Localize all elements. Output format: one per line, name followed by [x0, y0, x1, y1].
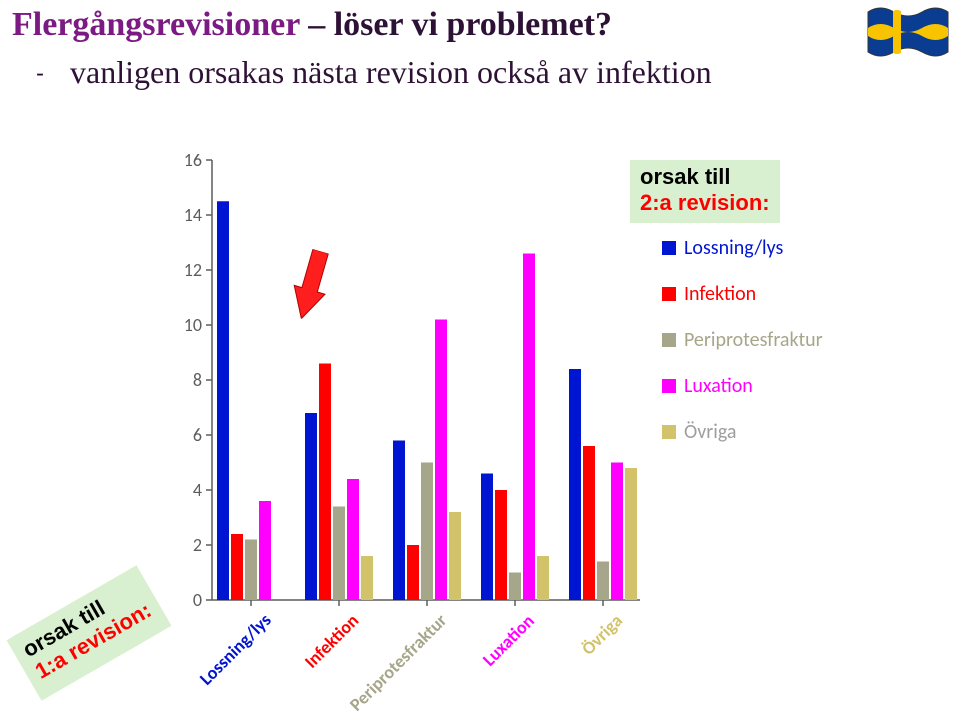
x-axis-category-label: Luxation [478, 610, 539, 671]
legend-swatch [662, 425, 676, 439]
svg-text:4: 4 [193, 479, 202, 501]
legend-label: Periprotesfraktur [684, 328, 823, 352]
svg-text:2: 2 [193, 534, 202, 556]
title-part2: – löser vi problemet? [308, 6, 612, 43]
legend-label: Lossning/lys [684, 236, 783, 260]
svg-text:16: 16 [184, 154, 202, 171]
bar-chart: 0 2 4 6 8 10 12 14 16 [180, 154, 640, 614]
legend-item: Övriga [662, 420, 823, 444]
legend-swatch [662, 241, 676, 255]
axis-note-box: orsak till 1:a revision: [7, 565, 172, 701]
subtitle-text: vanligen orsakas nästa revision också av… [70, 54, 712, 90]
chart-legend: Lossning/lys Infektion Periprotesfraktur Lu… [662, 236, 823, 466]
slide-root: Flergångsrevisioner – löser vi problemet… [0, 0, 960, 724]
title-part1: Flergångsrevisioner [12, 6, 308, 43]
legend-item: Luxation [662, 374, 823, 398]
legend-label: Infektion [684, 282, 756, 306]
legend-title-box: orsak till 2:a revision: [630, 160, 780, 223]
legend-swatch [662, 287, 676, 301]
swedish-flag-icon [866, 6, 950, 58]
svg-text:10: 10 [184, 314, 202, 336]
legend-title-line1: orsak till [640, 164, 770, 190]
legend-swatch [662, 379, 676, 393]
legend-label: Luxation [684, 374, 753, 398]
slide-subtitle: - vanligen orsakas nästa revision också … [70, 54, 712, 91]
svg-text:0: 0 [193, 589, 202, 611]
legend-item: Infektion [662, 282, 823, 306]
legend-swatch [662, 333, 676, 347]
legend-item: Lossning/lys [662, 236, 823, 260]
legend-label: Övriga [684, 420, 736, 444]
legend-item: Periprotesfraktur [662, 328, 823, 352]
svg-text:8: 8 [193, 369, 202, 391]
bullet-dash: - [36, 60, 44, 88]
x-axis-category-label: Infektion [300, 609, 363, 672]
svg-text:6: 6 [193, 424, 202, 446]
legend-title-line2: 2:a revision: [640, 190, 770, 216]
svg-text:12: 12 [184, 259, 202, 281]
x-axis-category-label: Lossning/lys [195, 609, 276, 690]
x-axis-labels: Lossning/lysInfektionPeriprotesfrakturLu… [180, 614, 640, 724]
svg-text:14: 14 [184, 204, 202, 226]
x-axis-category-label: Övriga [577, 610, 627, 660]
slide-title: Flergångsrevisioner – löser vi problemet… [12, 6, 612, 44]
